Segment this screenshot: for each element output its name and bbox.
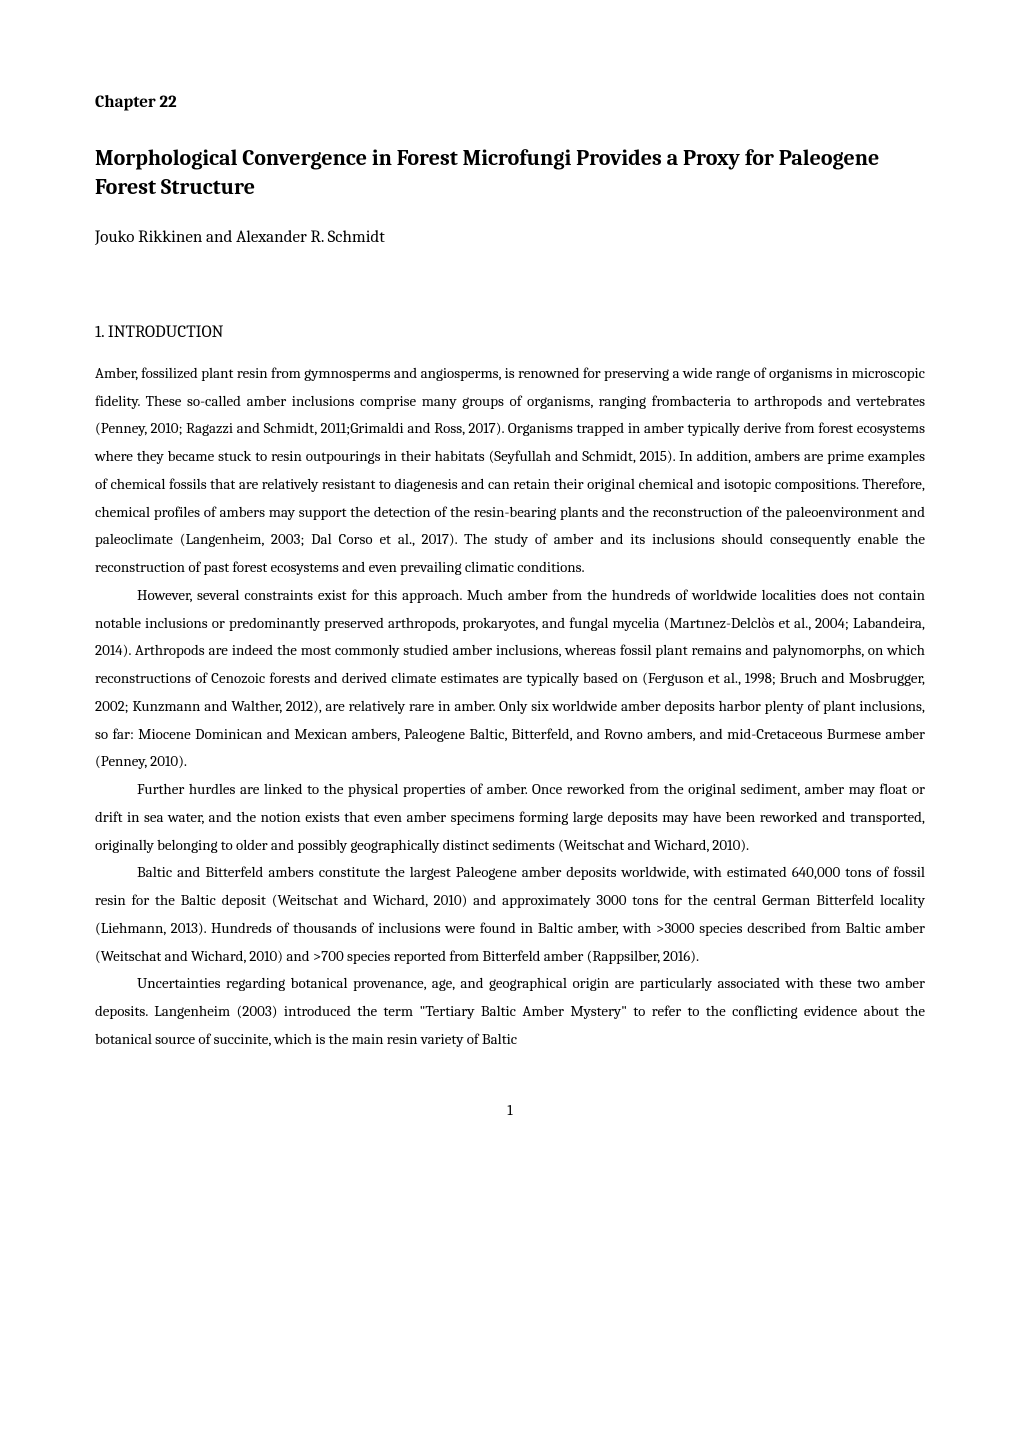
body-paragraph: Further hurdles are linked to the physic… xyxy=(95,776,925,859)
chapter-label: Chapter 22 xyxy=(95,90,925,116)
article-title: Morphological Convergence in Forest Micr… xyxy=(95,144,925,203)
author-names: Jouko Rikkinen and Alexander R. Schmidt xyxy=(95,225,925,251)
page-number: 1 xyxy=(95,1099,925,1122)
body-paragraph: Amber, fossilized plant resin from gymno… xyxy=(95,360,925,582)
body-paragraph: However, several constraints exist for t… xyxy=(95,582,925,776)
body-paragraph: Baltic and Bitterfeld ambers constitute … xyxy=(95,859,925,970)
section-heading-introduction: 1. INTRODUCTION xyxy=(95,320,925,346)
body-paragraph: Uncertainties regarding botanical proven… xyxy=(95,970,925,1053)
